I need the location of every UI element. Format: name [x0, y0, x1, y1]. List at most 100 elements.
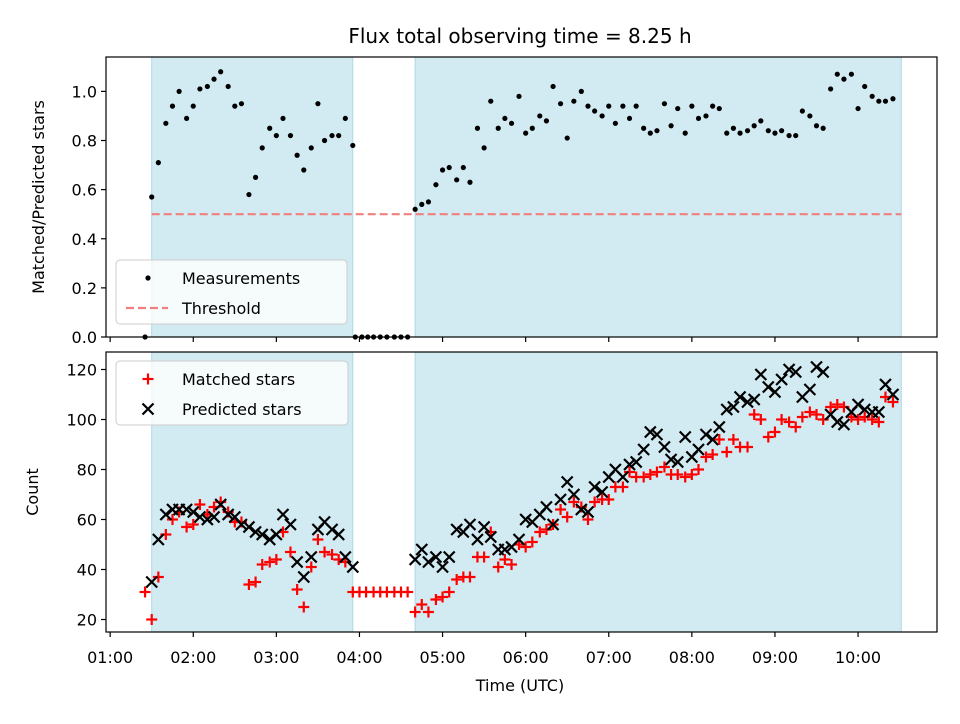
predicted-point [214, 498, 227, 511]
predicted-point [692, 443, 705, 456]
matched-point [873, 416, 885, 428]
matched-point [422, 606, 434, 618]
matched-point [243, 579, 255, 590]
predicted-point [664, 453, 678, 466]
measurement-point [737, 130, 743, 136]
y-tick-label: 120 [66, 361, 97, 380]
matched-point [887, 396, 899, 408]
predicted-point [477, 520, 491, 534]
matched-point [561, 511, 573, 523]
matched-point [804, 406, 816, 418]
measurement-point [523, 130, 529, 136]
measurement-point [765, 128, 771, 134]
matched-point [284, 546, 296, 558]
matched-point [742, 441, 754, 453]
predicted-point [304, 550, 318, 564]
predicted-point [754, 368, 768, 381]
measurement-point [474, 125, 481, 131]
plot-frame [105, 351, 938, 633]
x-tick-label: 01:00 [87, 648, 133, 667]
measurement-point [543, 118, 550, 124]
predicted-point [762, 380, 775, 394]
y-tick-label: 40 [77, 561, 97, 580]
measurement-point [149, 194, 155, 200]
measurement-point [155, 160, 161, 166]
predicted-point [159, 508, 173, 521]
matched-point [166, 514, 178, 525]
matched-point [825, 401, 837, 413]
predicted-point [768, 385, 782, 399]
measurement-point [786, 132, 792, 139]
measurement-point [862, 83, 868, 90]
predicted-point [346, 560, 360, 574]
measurement-point [592, 108, 598, 114]
predicted-point [263, 533, 276, 546]
matched-point [256, 559, 268, 570]
measurement-point [280, 115, 286, 122]
predicted-point [145, 575, 158, 589]
measurement-point [336, 132, 342, 139]
measurement-point [301, 167, 307, 173]
predicted-point [879, 378, 892, 391]
predicted-point [575, 503, 588, 516]
y-tick-label: 1.0 [72, 82, 97, 101]
matched-point [194, 499, 206, 510]
measurement-point [799, 108, 805, 114]
measurement-point [641, 125, 647, 131]
predicted-point [567, 488, 581, 501]
matched-point [693, 464, 705, 475]
predicted-point [180, 503, 193, 516]
measurement-point [578, 88, 584, 94]
predicted-point [775, 373, 788, 386]
measurement-point [550, 83, 556, 90]
matched-point [713, 434, 725, 445]
measurement-point [585, 103, 591, 109]
measurement-point [772, 130, 778, 136]
measurement-point [841, 76, 847, 82]
matched-point [617, 481, 629, 493]
predicted-point [699, 428, 713, 441]
measurement-point [412, 206, 418, 212]
measurement-point [876, 98, 882, 104]
matched-point [866, 414, 878, 425]
measurement-point [689, 103, 695, 109]
y-tick-label: 0.6 [72, 181, 97, 200]
matched-point [603, 494, 615, 505]
measurement-point [446, 164, 452, 171]
legend-marker [145, 275, 151, 281]
predicted-point [858, 403, 871, 416]
matched-point [831, 399, 843, 410]
x-tick-label: 04:00 [336, 648, 382, 667]
measurement-point [682, 130, 688, 136]
matched-point [638, 471, 650, 483]
matched-point [326, 549, 338, 560]
matched-point [776, 414, 788, 425]
measurement-point [751, 123, 757, 129]
predicted-point [408, 553, 422, 566]
matched-point [298, 601, 310, 613]
predicted-point [436, 560, 449, 574]
predicted-point [810, 360, 823, 374]
matched-point [624, 466, 636, 478]
measurement-point [647, 130, 653, 136]
measurement-point [439, 167, 446, 173]
legend: Matched stars Predicted stars [115, 360, 349, 426]
predicted-point [201, 513, 214, 526]
measurement-point [342, 115, 348, 122]
measurement-point [169, 103, 176, 109]
measurement-point [294, 152, 300, 158]
y-tick-label: 60 [77, 511, 97, 530]
matched-point [451, 574, 463, 585]
predicted-point [249, 525, 262, 539]
measurement-point [890, 96, 896, 102]
measurement-point [502, 115, 508, 122]
measurement-point [163, 120, 169, 126]
matched-point [305, 561, 317, 573]
measurement-point [225, 83, 231, 90]
measurement-point [495, 125, 501, 131]
y-tick-label: 80 [77, 461, 97, 480]
legend-box [115, 360, 349, 426]
legend-marker [141, 402, 155, 416]
measurement-point [779, 128, 785, 134]
